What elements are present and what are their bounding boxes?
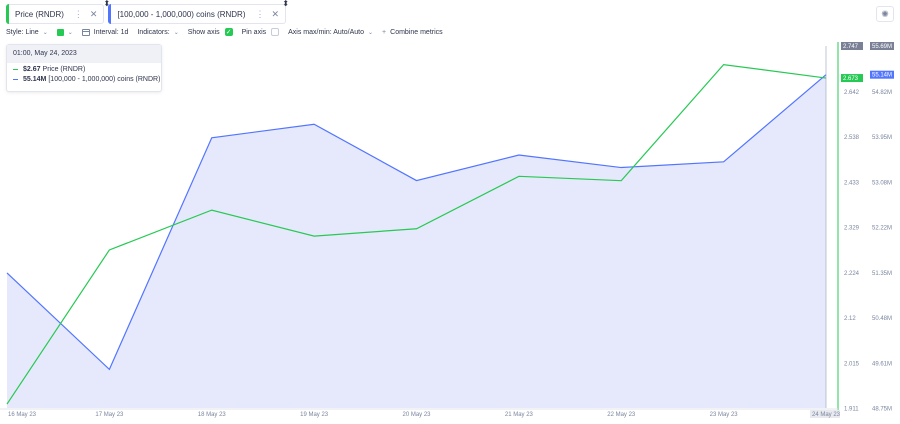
plus-icon: + <box>382 28 387 36</box>
tooltip-date: 01:00, May 24, 2023 <box>7 45 161 63</box>
tooltip-value: $2.67 <box>23 66 41 73</box>
pin-axis-toggle[interactable]: Pin axis <box>242 28 280 36</box>
price-current-label: 2.673 <box>843 76 859 82</box>
x-axis-tick-label: 17 May 23 <box>95 412 124 418</box>
style-dropdown[interactable]: Style: Line ⌄ <box>6 29 48 36</box>
series-line-price <box>6 63 827 405</box>
series-line-holders <box>6 74 827 371</box>
more-options-icon[interactable]: ⋮ <box>255 8 265 19</box>
right-axis-tick-label: 50.48M <box>872 316 892 322</box>
combine-label: Combine metrics <box>390 28 443 36</box>
x-axis-tick-label: 20 May 23 <box>402 412 431 418</box>
right-axis-tick-label: 54.82M <box>872 90 892 96</box>
chevron-down-icon: ⌄ <box>173 29 179 36</box>
color-picker[interactable]: ⌄ <box>56 28 73 36</box>
tooltip-value: 55.14M <box>23 76 47 83</box>
interval-label: Interval: 1d <box>93 28 129 36</box>
price-current-badge <box>841 74 863 83</box>
left-axis-tick-label: 2.224 <box>844 271 860 277</box>
axis-maxmin-dropdown[interactable]: Axis max/min: Auto/Auto ⌄ <box>288 29 373 36</box>
right-axis-tick-label: 53.08M <box>872 180 892 186</box>
left-axis-tick-label: 2.12 <box>844 316 856 322</box>
left-axis-tick-label: 2.642 <box>844 90 860 96</box>
right-axis-tick-label: 48.75M <box>872 407 892 413</box>
right-axis-max-badge <box>870 42 894 50</box>
settings-button[interactable]: ✺ <box>876 6 894 22</box>
holders-current-badge <box>870 70 894 79</box>
x-axis-tick-label: 24 May 23 <box>812 412 841 418</box>
x-axis-tick-label: 21 May 23 <box>505 412 534 418</box>
checkbox-unchecked-icon[interactable] <box>271 28 280 36</box>
x-axis-tick-label: 18 May 23 <box>198 412 227 418</box>
indicators-label: Indicators: <box>137 28 170 36</box>
combine-metrics-button[interactable]: + Combine metrics <box>382 29 443 36</box>
metric-tabs: Price (RNDR) ⋮ ✕ ⬍ [100,000 - 1,000,000)… <box>6 0 289 24</box>
metric-label: Price (RNDR) <box>15 9 64 19</box>
left-axis-tick-label: 2.538 <box>844 135 860 141</box>
left-axis-max-label: 2.747 <box>843 44 859 50</box>
pin-icon[interactable]: ⬍ <box>282 0 290 8</box>
series-area-holders <box>7 74 826 409</box>
more-options-icon[interactable]: ⋮ <box>73 8 83 19</box>
chevron-down-icon: ⌄ <box>42 29 48 36</box>
right-axis-tick-label: 51.35M <box>872 271 892 277</box>
left-axis-max-badge <box>841 42 863 50</box>
right-axis-tick-label: 52.22M <box>872 226 892 232</box>
series-color-dash <box>13 78 18 81</box>
right-axis-tick-label: 49.61M <box>872 361 892 367</box>
chevron-down-icon: ⌄ <box>67 29 73 36</box>
chart-toolbar: Style: Line ⌄ ⌄ Interval: 1d Indicators:… <box>6 28 452 36</box>
color-swatch <box>56 28 64 36</box>
metric-label: [100,000 - 1,000,000) coins (RNDR) <box>117 9 246 19</box>
metric-tab-price[interactable]: Price (RNDR) ⋮ ✕ <box>6 4 105 24</box>
close-icon[interactable]: ✕ <box>271 8 280 19</box>
left-axis-tick-label: 1.911 <box>844 407 859 413</box>
metric-color-swatch <box>108 4 112 24</box>
x-axis-tick-label: 22 May 23 <box>607 412 636 418</box>
x-axis-tick-label: 19 May 23 <box>300 412 329 418</box>
chart-tooltip: 01:00, May 24, 2023 $2.67 Price (RNDR) 5… <box>6 44 162 92</box>
calendar-icon <box>81 28 90 36</box>
gear-icon: ✺ <box>881 8 889 19</box>
left-axis-tick-label: 2.329 <box>844 226 860 232</box>
tooltip-label: [100,000 - 1,000,000) coins (RNDR) <box>48 76 161 83</box>
metric-tab-holders[interactable]: ⬍ [100,000 - 1,000,000) coins (RNDR) ⋮ ✕… <box>103 0 289 24</box>
right-axis-max-label: 55.69M <box>872 44 892 50</box>
indicators-dropdown[interactable]: Indicators: ⌄ <box>137 29 178 36</box>
left-axis-tick-label: 2.015 <box>844 361 860 367</box>
x-axis-tick-label: 23 May 23 <box>710 412 739 418</box>
checkbox-checked-icon[interactable]: ✓ <box>224 28 233 36</box>
x-axis-tick-label: 16 May 23 <box>8 412 37 418</box>
axis-maxmin-label: Axis max/min: Auto/Auto <box>288 28 365 36</box>
tooltip-label: Price (RNDR) <box>42 66 86 73</box>
metric-color-swatch <box>6 4 9 24</box>
chevron-down-icon: ⌄ <box>368 29 374 36</box>
pin-axis-label: Pin axis <box>241 28 267 36</box>
series-color-dash <box>13 68 18 71</box>
holders-current-label: 55.14M <box>872 73 892 79</box>
tooltip-row-price: $2.67 Price (RNDR) <box>7 66 161 73</box>
x-axis-current-badge <box>810 410 840 418</box>
close-icon[interactable]: ✕ <box>89 8 98 19</box>
interval-dropdown[interactable]: Interval: 1d <box>81 28 129 36</box>
pin-icon[interactable]: ⬍ <box>103 0 111 8</box>
left-axis-tick-label: 2.433 <box>844 180 860 186</box>
tooltip-row-holders: 55.14M [100,000 - 1,000,000) coins (RNDR… <box>7 76 161 83</box>
show-axis-toggle[interactable]: Show axis ✓ <box>188 28 233 36</box>
style-label: Style: Line <box>6 28 39 36</box>
show-axis-label: Show axis <box>187 28 220 36</box>
right-axis-tick-label: 53.95M <box>872 135 892 141</box>
